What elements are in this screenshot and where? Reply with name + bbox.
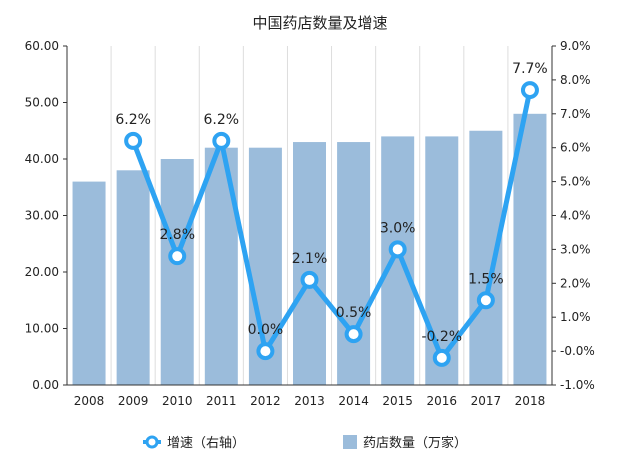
x-tick-label: 2017 (471, 394, 502, 408)
bar (293, 142, 326, 385)
line-series: 6.2% 2.8% 6.2% 0.0% 2.1% 0.5% 3.0% -0.2% 1.5% 7.7… (115, 61, 548, 367)
growth-point (300, 270, 319, 289)
right-tick-label: 2.0% (560, 276, 591, 290)
left-tick-label: 60.00 (25, 39, 59, 53)
bar (160, 159, 194, 385)
bar-series (72, 113, 547, 386)
x-tick-label: 2009 (118, 394, 149, 408)
bar (204, 147, 238, 385)
growth-point (476, 291, 495, 310)
x-tick-label: 2014 (338, 394, 369, 408)
growth-line (130, 89, 533, 361)
growth-point (212, 131, 231, 150)
left-tick-label: 40.00 (25, 152, 59, 166)
x-tick-label: 2012 (250, 394, 281, 408)
legend: 增速（右轴） 药店数量（万家） (143, 435, 467, 451)
right-tick-label: 1.0% (560, 310, 591, 324)
right-tick-label: 5.0% (560, 175, 591, 189)
growth-data-label: 7.7% (512, 61, 548, 77)
growth-data-label: 3.0% (380, 220, 416, 236)
left-tick-label: 0.00 (32, 378, 59, 392)
right-tick-label: 6.0% (560, 141, 591, 155)
bar (72, 181, 106, 385)
growth-data-label: 0.5% (336, 305, 372, 321)
growth-point (344, 325, 363, 344)
chart-title: 中国药店数量及增速 (252, 14, 387, 32)
legend-label-growth: 增速（右轴） (167, 436, 245, 451)
axes: 0.00 10.00 20.00 30.00 40.00 50.00 60.00 -1.0% -… (25, 39, 595, 408)
left-tick-label: 20.00 (25, 265, 59, 279)
right-tick-label: 3.0% (560, 242, 591, 256)
legend-label-stores: 药店数量（万家） (363, 435, 467, 451)
growth-point (432, 348, 451, 367)
growth-point (388, 240, 407, 259)
growth-data-label: 2.1% (292, 251, 328, 267)
growth-data-label: 0.0% (248, 322, 284, 338)
right-tick-label: 7.0% (560, 107, 591, 121)
right-tick-label: -1.0% (560, 378, 595, 392)
bar (116, 170, 150, 385)
x-tick-label: 2018 (515, 394, 546, 408)
x-tick-label: 2011 (206, 394, 237, 408)
left-tick-label: 10.00 (25, 322, 59, 336)
left-tick-label: 30.00 (25, 209, 59, 223)
right-tick-label: 9.0% (560, 39, 591, 53)
legend-bar-swatch (343, 435, 357, 449)
growth-point (520, 81, 539, 100)
right-tick-label: -0.0% (560, 344, 595, 358)
x-tick-label: 2015 (382, 394, 413, 408)
right-tick-label: 8.0% (560, 73, 591, 87)
bar (469, 130, 503, 385)
legend-line-marker (145, 435, 159, 449)
growth-point (256, 342, 275, 361)
growth-point (124, 131, 143, 150)
growth-data-label: 2.8% (159, 227, 195, 243)
x-tick-label: 2013 (294, 394, 325, 408)
growth-data-label: 1.5% (468, 271, 504, 287)
right-tick-label: 4.0% (560, 209, 591, 223)
growth-data-label: -0.2% (421, 329, 462, 345)
bar (425, 136, 459, 385)
left-tick-label: 50.00 (25, 96, 59, 110)
growth-data-label: 6.2% (115, 112, 151, 128)
bar (337, 142, 371, 385)
growth-data-label: 6.2% (204, 112, 240, 128)
x-tick-label: 2016 (426, 394, 457, 408)
bar (381, 136, 415, 385)
growth-point (168, 247, 187, 266)
bar (513, 113, 547, 386)
x-tick-label: 2010 (162, 394, 193, 408)
x-tick-label: 2008 (74, 394, 105, 408)
